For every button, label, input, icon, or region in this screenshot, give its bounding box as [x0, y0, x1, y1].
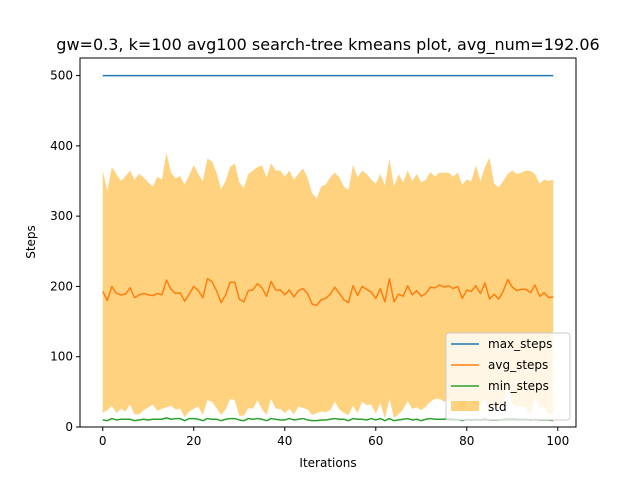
- x-tick-label: 100: [546, 434, 569, 448]
- x-tick-label: 60: [368, 434, 383, 448]
- chart-title: gw=0.3, k=100 avg100 search-tree kmeans …: [56, 35, 599, 55]
- y-axis: 0 100 200 300 400 500: [50, 69, 80, 434]
- x-axis-label: Iterations: [299, 456, 356, 470]
- legend-label-min-steps: min_steps: [488, 379, 549, 393]
- y-tick-label: 400: [50, 139, 73, 153]
- y-tick-label: 100: [50, 350, 73, 364]
- y-tick-label: 200: [50, 279, 73, 293]
- y-axis-label: Steps: [24, 225, 38, 259]
- plot-area: [102, 74, 554, 422]
- std-band: [102, 152, 554, 419]
- y-tick-label: 500: [50, 69, 73, 83]
- x-tick-label: 80: [459, 434, 474, 448]
- legend-swatch-std: [451, 401, 479, 411]
- x-axis: 0 20 40 60 80 100: [99, 427, 569, 448]
- axes-frame: [79, 57, 577, 428]
- x-tick-label: 40: [277, 434, 292, 448]
- x-tick-label: 0: [99, 434, 107, 448]
- legend-label-avg-steps: avg_steps: [488, 358, 548, 372]
- legend-label-std: std: [488, 400, 507, 414]
- x-tick-label: 20: [186, 434, 201, 448]
- y-tick-label: 300: [50, 209, 73, 223]
- legend-box: [445, 332, 571, 421]
- series-line-avg-steps: [102, 277, 554, 307]
- y-tick-label: 0: [65, 420, 73, 434]
- legend-label-max-steps: max_steps: [488, 337, 552, 351]
- legend: max_steps avg_steps min_steps std: [445, 332, 571, 421]
